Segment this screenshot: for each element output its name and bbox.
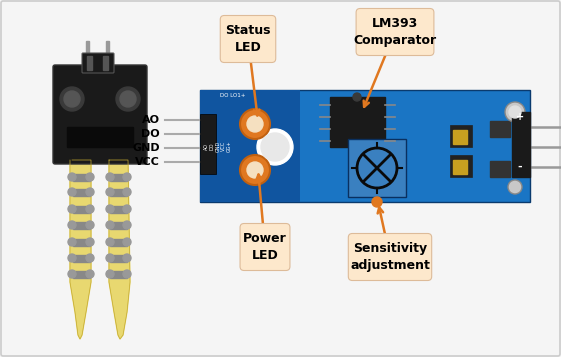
- Circle shape: [86, 221, 94, 229]
- Bar: [200, 90, 530, 202]
- Text: AO: AO: [142, 115, 160, 125]
- Text: VCC: VCC: [135, 157, 160, 167]
- Bar: [110, 239, 127, 246]
- Bar: [110, 174, 127, 181]
- Bar: [330, 97, 385, 147]
- Bar: [450, 155, 472, 177]
- Bar: [200, 90, 300, 202]
- Bar: [67, 127, 133, 147]
- Circle shape: [106, 270, 114, 278]
- Circle shape: [372, 197, 382, 207]
- Text: LM393
Comparator: LM393 Comparator: [353, 17, 436, 47]
- Bar: [110, 271, 127, 278]
- Circle shape: [86, 205, 94, 213]
- Bar: [73, 239, 90, 246]
- Circle shape: [509, 106, 521, 118]
- Text: GND: GND: [132, 143, 160, 153]
- Bar: [87, 56, 92, 70]
- Bar: [106, 41, 109, 69]
- Text: DO LO1+: DO LO1+: [220, 93, 246, 98]
- Polygon shape: [70, 160, 91, 339]
- Circle shape: [68, 254, 76, 262]
- Bar: [73, 222, 90, 229]
- Circle shape: [60, 87, 84, 111]
- Circle shape: [68, 173, 76, 181]
- Circle shape: [68, 270, 76, 278]
- Circle shape: [123, 238, 131, 246]
- FancyBboxPatch shape: [220, 15, 276, 62]
- Bar: [73, 206, 90, 213]
- Bar: [86, 41, 89, 69]
- Circle shape: [247, 162, 263, 178]
- Circle shape: [86, 173, 94, 181]
- Circle shape: [261, 133, 289, 161]
- Circle shape: [106, 188, 114, 196]
- Circle shape: [123, 188, 131, 196]
- Circle shape: [68, 238, 76, 246]
- Circle shape: [68, 221, 76, 229]
- FancyBboxPatch shape: [53, 65, 147, 164]
- FancyBboxPatch shape: [348, 233, 432, 281]
- Text: AO
DO
GND
VCC
GG+: AO DO GND VCC GG+: [204, 140, 232, 152]
- Text: -: -: [518, 162, 522, 172]
- Circle shape: [86, 188, 94, 196]
- Bar: [110, 206, 127, 213]
- Circle shape: [86, 270, 94, 278]
- Circle shape: [116, 87, 140, 111]
- Bar: [73, 255, 90, 262]
- Circle shape: [64, 91, 80, 107]
- Text: DO: DO: [141, 129, 160, 139]
- Circle shape: [106, 205, 114, 213]
- Circle shape: [240, 155, 270, 185]
- Circle shape: [68, 205, 76, 213]
- Bar: [73, 174, 90, 181]
- Circle shape: [508, 180, 522, 194]
- Bar: [453, 130, 467, 144]
- FancyBboxPatch shape: [200, 114, 216, 174]
- Text: +: +: [516, 112, 524, 122]
- Circle shape: [353, 93, 361, 101]
- Circle shape: [106, 254, 114, 262]
- Bar: [512, 112, 530, 177]
- Bar: [490, 121, 510, 137]
- Text: Status
LED: Status LED: [226, 24, 271, 54]
- Bar: [453, 160, 467, 174]
- Bar: [110, 255, 127, 262]
- Text: Sensitivity
adjustment: Sensitivity adjustment: [350, 242, 430, 272]
- Text: Power
LED: Power LED: [243, 232, 287, 262]
- Bar: [450, 125, 472, 147]
- Bar: [73, 189, 90, 196]
- Circle shape: [68, 188, 76, 196]
- Bar: [103, 56, 108, 70]
- Circle shape: [106, 238, 114, 246]
- Circle shape: [257, 129, 293, 165]
- Polygon shape: [109, 160, 130, 339]
- Circle shape: [86, 238, 94, 246]
- Bar: [348, 139, 406, 197]
- Circle shape: [247, 116, 263, 132]
- Circle shape: [86, 254, 94, 262]
- Bar: [73, 271, 90, 278]
- Bar: [110, 222, 127, 229]
- Circle shape: [106, 173, 114, 181]
- Bar: [110, 189, 127, 196]
- Circle shape: [505, 102, 525, 122]
- Circle shape: [123, 221, 131, 229]
- Circle shape: [123, 254, 131, 262]
- FancyBboxPatch shape: [240, 223, 290, 271]
- FancyBboxPatch shape: [356, 9, 434, 55]
- Circle shape: [123, 173, 131, 181]
- Circle shape: [106, 221, 114, 229]
- Circle shape: [123, 205, 131, 213]
- Circle shape: [120, 91, 136, 107]
- FancyBboxPatch shape: [82, 53, 114, 73]
- Circle shape: [123, 270, 131, 278]
- Bar: [490, 161, 510, 177]
- Circle shape: [240, 109, 270, 139]
